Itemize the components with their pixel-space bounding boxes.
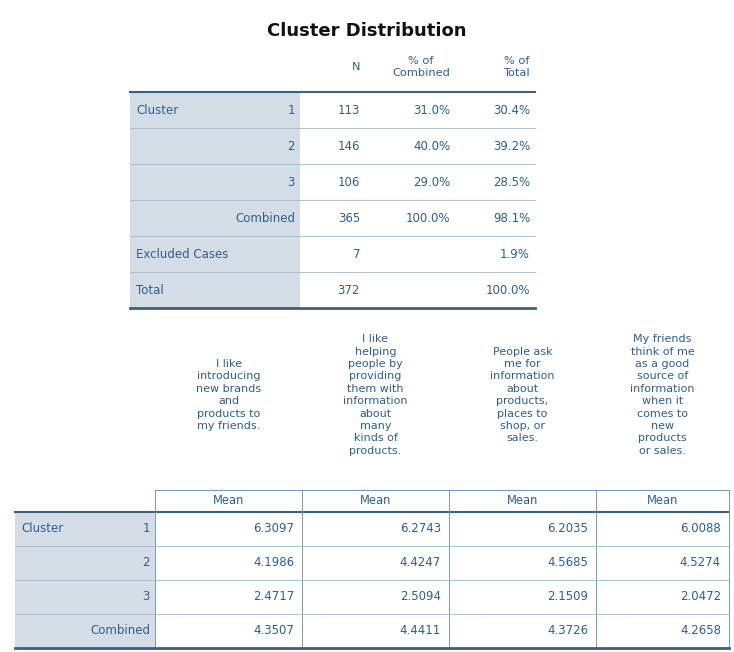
Text: Mean: Mean [360, 494, 391, 507]
Text: 98.1%: 98.1% [493, 211, 530, 224]
Text: 40.0%: 40.0% [413, 140, 450, 153]
Text: 146: 146 [338, 140, 360, 153]
Text: 4.3507: 4.3507 [253, 625, 294, 638]
Bar [130, 272, 300, 308]
Text: 4.5685: 4.5685 [547, 557, 588, 569]
Bar [130, 200, 300, 236]
Text: 3: 3 [288, 175, 295, 188]
Text: 6.2743: 6.2743 [400, 522, 441, 535]
Bar [130, 164, 300, 200]
Text: Combined: Combined [235, 211, 295, 224]
Text: 100.0%: 100.0% [485, 284, 530, 297]
Text: 6.3097: 6.3097 [253, 522, 294, 535]
Text: Combined: Combined [90, 625, 150, 638]
Text: 106: 106 [338, 175, 360, 188]
Text: 2: 2 [142, 557, 150, 569]
Text: 1: 1 [142, 522, 150, 535]
Bar [130, 92, 300, 128]
Text: 29.0%: 29.0% [413, 175, 450, 188]
Text: 7: 7 [352, 248, 360, 261]
Bar [15, 580, 155, 614]
Text: 4.5274: 4.5274 [680, 557, 721, 569]
Text: 4.4411: 4.4411 [400, 625, 441, 638]
Text: 4.3726: 4.3726 [547, 625, 588, 638]
Text: % of
Combined: % of Combined [392, 56, 450, 78]
Text: 39.2%: 39.2% [493, 140, 530, 153]
Bar [130, 128, 300, 164]
Text: 1.9%: 1.9% [500, 248, 530, 261]
Bar [15, 614, 155, 648]
Text: 113: 113 [338, 104, 360, 117]
Bar [130, 236, 300, 272]
Text: % of
Total: % of Total [504, 56, 530, 78]
Text: 2.5094: 2.5094 [400, 591, 441, 604]
Text: 31.0%: 31.0% [413, 104, 450, 117]
Text: Cluster Distribution: Cluster Distribution [267, 22, 467, 40]
Text: 2: 2 [288, 140, 295, 153]
Text: Mean: Mean [506, 494, 538, 507]
Text: 3: 3 [142, 591, 150, 604]
Text: 372: 372 [338, 284, 360, 297]
Text: My friends
think of me
as a good
source of
information
when it
comes to
new
prod: My friends think of me as a good source … [631, 334, 695, 456]
Text: 4.2658: 4.2658 [680, 625, 721, 638]
Bar [15, 546, 155, 580]
Text: 1: 1 [288, 104, 295, 117]
Text: Excluded Cases: Excluded Cases [136, 248, 228, 261]
Text: I like
helping
people by
providing
them with
information
about
many
kinds of
pro: I like helping people by providing them … [344, 334, 408, 456]
Text: 2.1509: 2.1509 [547, 591, 588, 604]
Text: 28.5%: 28.5% [493, 175, 530, 188]
Text: 100.0%: 100.0% [405, 211, 450, 224]
Text: 365: 365 [338, 211, 360, 224]
Text: Total: Total [136, 284, 164, 297]
Text: Mean: Mean [213, 494, 244, 507]
Bar [15, 512, 155, 546]
Text: I like
introducing
new brands
and
products to
my friends.: I like introducing new brands and produc… [196, 359, 261, 431]
Text: 2.0472: 2.0472 [680, 591, 721, 604]
Text: 4.4247: 4.4247 [400, 557, 441, 569]
Text: 30.4%: 30.4% [493, 104, 530, 117]
Text: Cluster: Cluster [21, 522, 63, 535]
Text: Cluster: Cluster [136, 104, 178, 117]
Text: 4.1986: 4.1986 [253, 557, 294, 569]
Text: 6.0088: 6.0088 [680, 522, 721, 535]
Text: Mean: Mean [647, 494, 678, 507]
Text: People ask
me for
information
about
products,
places to
shop, or
sales.: People ask me for information about prod… [490, 347, 555, 443]
Text: N: N [352, 62, 360, 72]
Text: 6.2035: 6.2035 [547, 522, 588, 535]
Text: 2.4717: 2.4717 [252, 591, 294, 604]
